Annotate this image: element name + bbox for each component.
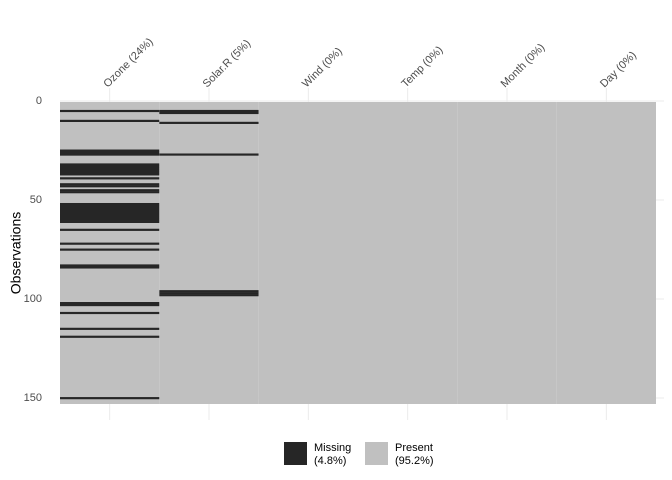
present-area xyxy=(457,101,557,404)
y-tick-label: 0 xyxy=(36,95,42,107)
missing-cell xyxy=(60,214,160,218)
missing-cell xyxy=(60,191,160,194)
missing-cell xyxy=(60,185,160,188)
missing-cell xyxy=(60,171,160,174)
missing-cell xyxy=(60,163,160,166)
legend-share: (4.8%) xyxy=(314,455,346,467)
column-label: Solar.R (5%) xyxy=(201,38,254,91)
missing-cell xyxy=(159,153,259,156)
missing-cell xyxy=(159,294,259,297)
missing-cell xyxy=(60,302,160,305)
missing-cell xyxy=(60,177,160,180)
missing-cell xyxy=(60,208,160,212)
missing-cell xyxy=(60,165,160,168)
legend-share: (95.2%) xyxy=(395,455,434,467)
missing-cell xyxy=(60,169,160,172)
missing-cell xyxy=(60,218,160,222)
present-area xyxy=(258,101,358,404)
missing-cell xyxy=(60,210,160,214)
missing-cell xyxy=(60,303,160,307)
column-label: Wind (0%) xyxy=(300,45,345,90)
present-area xyxy=(556,101,656,404)
y-axis-label: Observations xyxy=(8,212,24,294)
missing-cell xyxy=(60,183,160,186)
missing-cell xyxy=(60,266,160,269)
missing-cell xyxy=(60,220,160,223)
missing-cell xyxy=(60,311,160,315)
column-label: Temp (0%) xyxy=(399,44,445,90)
missing-cell xyxy=(60,119,160,122)
missing-cell xyxy=(60,151,160,154)
missing-cell xyxy=(60,216,160,220)
missing-cell xyxy=(60,189,160,192)
missing-cell xyxy=(60,327,160,330)
missing-cell xyxy=(60,335,160,338)
legend-label: Present xyxy=(395,442,433,454)
missing-cell xyxy=(60,242,160,245)
missing-cell xyxy=(60,212,160,216)
y-tick-label: 150 xyxy=(24,392,42,404)
missing-cell xyxy=(60,228,160,231)
missing-cell xyxy=(159,292,259,295)
column-label: Month (0%) xyxy=(499,41,548,90)
missing-cell xyxy=(60,264,160,267)
column-label: Ozone (24%) xyxy=(101,36,155,90)
column-label: Day (0%) xyxy=(598,49,639,90)
missing-cell xyxy=(159,109,259,113)
missing-cell xyxy=(159,111,259,115)
y-tick-label: 50 xyxy=(30,194,42,206)
present-area xyxy=(358,101,458,404)
missing-cell xyxy=(60,149,160,152)
missing-cell xyxy=(60,397,160,400)
legend-swatch xyxy=(284,442,307,465)
y-tick-label: 100 xyxy=(24,293,42,305)
missing-cell xyxy=(60,173,160,176)
missing-cell xyxy=(60,109,160,113)
missing-cell xyxy=(60,167,160,170)
missing-cell xyxy=(159,121,259,124)
missing-cell xyxy=(159,290,259,293)
present-area xyxy=(60,101,160,404)
present-area xyxy=(159,101,259,404)
missing-cell xyxy=(60,202,160,206)
legend-swatch xyxy=(365,442,388,465)
missing-cell xyxy=(60,248,160,251)
legend-label: Missing xyxy=(314,442,351,454)
missing-cell xyxy=(60,206,160,210)
missing-cell xyxy=(60,204,160,208)
missing-cell xyxy=(60,153,160,156)
